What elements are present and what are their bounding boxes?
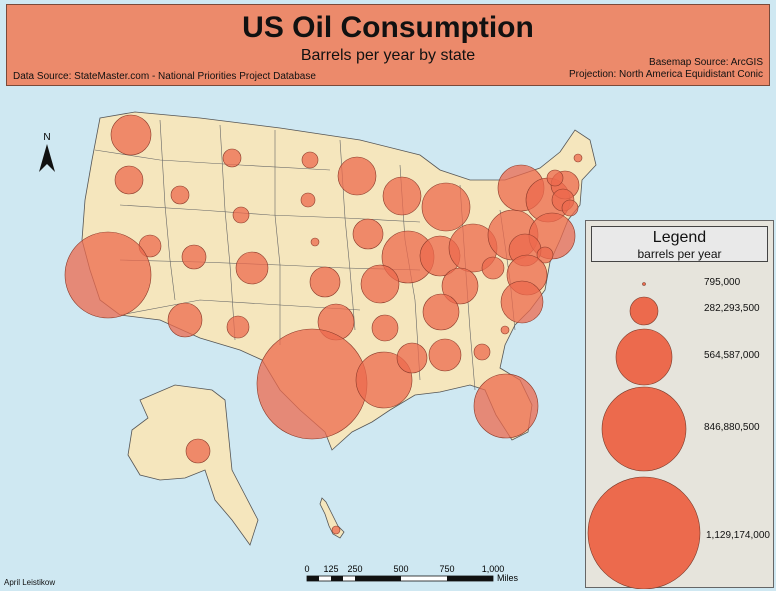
state-symbol-8: [421, 182, 471, 232]
state-symbol-15: [310, 237, 320, 247]
north-arrow: N: [39, 132, 55, 172]
state-symbol-1: [110, 114, 152, 156]
legend-label-4: 846,880,500: [704, 422, 760, 433]
state-symbol-24: [573, 153, 583, 163]
north-arrow-label: N: [43, 132, 50, 143]
state-symbol-10: [300, 192, 316, 208]
state-symbol-7: [382, 176, 422, 216]
legend-symbol-3: [615, 328, 673, 386]
state-symbol-49: [185, 438, 211, 464]
state-symbol-5: [301, 151, 319, 169]
scale-tick-2: 250: [347, 564, 362, 574]
state-symbol-42: [500, 325, 510, 335]
legend: Legend barrels per year 795,000 282,293,…: [585, 220, 774, 589]
author-credit: April Leistikow: [4, 578, 56, 587]
scale-tick-1: 125: [323, 564, 338, 574]
hawaii-landmass: [319, 497, 345, 539]
state-symbol-40: [422, 293, 460, 331]
state-symbol-46: [428, 338, 462, 372]
north-arrow-icon: [39, 144, 55, 172]
legend-label-1: 795,000: [704, 277, 741, 288]
state-symbol-9: [232, 206, 250, 224]
legend-symbol-4: [601, 386, 687, 472]
title-banner: US Oil Consumption Barrels per year by s…: [6, 4, 770, 86]
scale-unit: Miles: [497, 573, 519, 583]
state-symbol-36: [167, 302, 203, 338]
state-symbol-13: [181, 244, 207, 270]
map-subtitle: Barrels per year by state: [300, 47, 476, 64]
state-symbol-4: [222, 148, 242, 168]
state-symbol-39: [371, 314, 399, 342]
proportional-symbols: [64, 114, 583, 535]
state-symbol-44: [355, 351, 413, 409]
state-symbol-16: [352, 218, 384, 250]
state-symbol-6: [337, 156, 377, 196]
legend-title: Legend: [652, 229, 707, 246]
state-symbol-3: [170, 185, 190, 205]
scale-tick-3: 500: [393, 564, 408, 574]
state-symbol-33: [309, 266, 341, 298]
projection: Projection: North America Equidistant Co…: [569, 69, 763, 80]
scale-tick-0: 0: [304, 564, 309, 574]
state-symbol-31: [481, 256, 505, 280]
legend-symbol-1: [642, 282, 646, 286]
legend-header: Legend barrels per year: [591, 226, 768, 262]
legend-symbol-2: [629, 296, 659, 326]
scale-tick-5: 1,000: [482, 564, 505, 574]
state-symbol-27: [561, 199, 579, 217]
state-symbol-34: [360, 264, 400, 304]
state-symbol-48: [473, 373, 539, 439]
alaska-landmass: [127, 384, 259, 546]
state-symbol-2: [114, 165, 144, 195]
state-symbol-37: [226, 315, 250, 339]
scale-tick-4: 750: [439, 564, 454, 574]
state-symbol-43: [256, 328, 368, 440]
state-symbol-12: [64, 231, 152, 319]
state-symbol-14: [235, 251, 269, 285]
state-symbol-25: [546, 169, 564, 187]
legend-label-2: 282,293,500: [704, 303, 760, 314]
credits: Basemap Source: ArcGIS Projection: North…: [569, 57, 763, 81]
state-symbol-47: [473, 343, 491, 361]
legend-symbols: [587, 282, 701, 589]
legend-label-5: 1,129,174,000: [706, 530, 770, 541]
legend-subtitle: barrels per year: [637, 247, 722, 261]
map-title: US Oil Consumption: [242, 11, 534, 44]
legend-label-3: 564,587,000: [704, 350, 760, 361]
basemap-source: Basemap Source: ArcGIS: [649, 57, 763, 68]
state-symbol-41: [500, 280, 544, 324]
state-symbol-45: [396, 342, 428, 374]
legend-symbol-5: [587, 476, 701, 589]
state-symbol-30: [536, 246, 554, 264]
scale-bar: 0 125 250 500 750 1,000 Miles: [304, 564, 518, 583]
data-source: Data Source: StateMaster.com - National …: [13, 71, 316, 82]
state-symbol-50: [331, 525, 341, 535]
state-symbol-32: [441, 267, 479, 305]
